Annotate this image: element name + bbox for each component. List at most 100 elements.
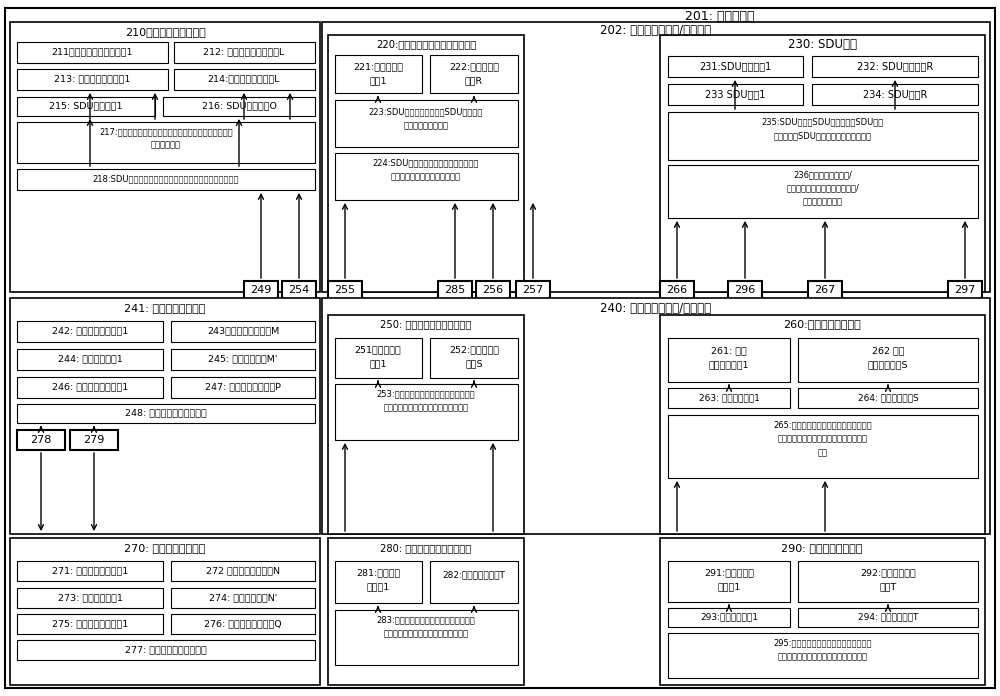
Bar [430, 338, 518, 378]
Bar [17, 169, 315, 190]
Text: 266: 266 [666, 285, 688, 295]
Text: 260:接入链路资源收费: 260:接入链路资源收费 [783, 319, 861, 329]
Text: 248: 接入链路资源分类信息: 248: 接入链路资源分类信息 [125, 409, 207, 418]
Text: 223:SDU可收费开销成分到SDU计数映射: 223:SDU可收费开销成分到SDU计数映射 [369, 107, 483, 116]
Text: 成分1: 成分1 [369, 77, 387, 86]
Text: 263: 接入链路收费1: 263: 接入链路收费1 [699, 393, 759, 402]
Bar [948, 281, 982, 300]
Text: 费因子、可收费开销成分和计数映射信息: 费因子、可收费开销成分和计数映射信息 [778, 653, 868, 661]
Bar [171, 321, 315, 342]
Text: 217:服务数据单元到接入链路资源计数和非接入链路资源: 217:服务数据单元到接入链路资源计数和非接入链路资源 [99, 127, 233, 136]
Bar [660, 315, 985, 534]
Text: 215: SDU开销成分1: 215: SDU开销成分1 [49, 102, 123, 111]
Bar [17, 614, 163, 634]
Text: 292:回程链路收费: 292:回程链路收费 [860, 569, 916, 578]
Bar [430, 561, 518, 603]
Text: 244: 传输能量计数1: 244: 传输能量计数1 [58, 354, 122, 363]
Bar [17, 377, 163, 398]
Text: 成分1: 成分1 [369, 360, 387, 368]
Bar [17, 97, 155, 116]
Bar [668, 84, 803, 105]
Text: 251可收费开销: 251可收费开销 [355, 345, 401, 354]
Text: 273: 传输能量计数1: 273: 传输能量计数1 [58, 594, 122, 603]
Text: 201: 逻辑存储器: 201: 逻辑存储器 [685, 10, 755, 22]
Text: 264: 接入链路收费S: 264: 接入链路收费S [858, 393, 918, 402]
Text: 链路收费因子1: 链路收费因子1 [709, 361, 749, 370]
Text: 297: 297 [954, 285, 976, 295]
Bar [430, 55, 518, 93]
Bar [668, 561, 790, 602]
Text: 280: 回程链路可收费开销成分: 280: 回程链路可收费开销成分 [380, 543, 472, 553]
Bar [17, 588, 163, 608]
Text: 235:SDU收费到SDU计数映射、SDU收费: 235:SDU收费到SDU计数映射、SDU收费 [762, 118, 884, 127]
Bar [438, 281, 472, 300]
Text: 296: 296 [734, 285, 756, 295]
Text: 293:回程链路收费1: 293:回程链路收费1 [700, 612, 758, 622]
Text: 278: 278 [30, 435, 52, 445]
Text: 和开销成分映射信息: 和开销成分映射信息 [404, 122, 448, 131]
Text: 246: 接入链路开销成分1: 246: 接入链路开销成分1 [52, 383, 128, 391]
Text: 230: SDU收费: 230: SDU收费 [788, 38, 856, 52]
Text: 221:可收费开销: 221:可收费开销 [353, 63, 403, 72]
Text: 291:回程链路收: 291:回程链路收 [704, 569, 754, 578]
Text: 290: 回程链路资源收费: 290: 回程链路资源收费 [781, 543, 863, 553]
Text: 275: 回程链路开销成分1: 275: 回程链路开销成分1 [52, 619, 128, 628]
Bar [174, 69, 315, 90]
Bar [328, 538, 524, 685]
Bar [335, 561, 422, 603]
Bar [668, 633, 978, 678]
Text: 265:接入链路资源收费到接入链路资源收: 265:接入链路资源收费到接入链路资源收 [774, 420, 872, 429]
Bar [17, 561, 163, 581]
Bar [516, 281, 550, 300]
Text: 243接入链路时隙计数M: 243接入链路时隙计数M [207, 326, 279, 335]
Text: 233 SDU收费1: 233 SDU收费1 [705, 89, 765, 99]
Bar [17, 640, 315, 660]
Text: 216: SDU开销成分O: 216: SDU开销成分O [202, 102, 276, 111]
Bar [171, 614, 315, 634]
Bar [798, 338, 978, 382]
Bar [282, 281, 316, 300]
Text: 224:SDU可收费开销成分到接入链路和回: 224:SDU可收费开销成分到接入链路和回 [373, 159, 479, 168]
Text: 计数映射信息: 计数映射信息 [151, 141, 181, 150]
Bar [10, 22, 320, 292]
Text: 收费因子映射信息: 收费因子映射信息 [803, 198, 843, 207]
Bar [668, 165, 978, 218]
Text: 261: 接入: 261: 接入 [711, 347, 747, 356]
Bar [163, 97, 315, 116]
Text: 249: 249 [250, 285, 272, 295]
Bar [668, 56, 803, 77]
Bar [335, 100, 518, 147]
Text: 276: 回程链路开销成分Q: 276: 回程链路开销成分Q [204, 619, 282, 628]
Text: 252:可收费开销: 252:可收费开销 [449, 345, 499, 354]
Text: 270: 回程链路资源计数: 270: 回程链路资源计数 [124, 543, 206, 553]
Text: 245: 传输能量计数M': 245: 传输能量计数M' [208, 354, 278, 363]
Text: 211：服务数据单元分类器1: 211：服务数据单元分类器1 [51, 47, 133, 56]
Text: 费因子1: 费因子1 [717, 583, 741, 592]
Text: 236服务数据单元收费/: 236服务数据单元收费/ [794, 171, 852, 180]
Text: 272 回程链路时隙计数N: 272 回程链路时隙计数N [206, 567, 280, 576]
Text: 因子T: 因子T [879, 583, 897, 592]
Bar [335, 338, 422, 378]
Text: 231:SDU收费因子1: 231:SDU收费因子1 [699, 61, 771, 71]
Bar [660, 538, 985, 685]
Text: 295:回程链路资源收费到回程链路资源收: 295:回程链路资源收费到回程链路资源收 [774, 638, 872, 647]
Text: 信息: 信息 [818, 448, 828, 457]
Text: 241: 接入链路资源计数: 241: 接入链路资源计数 [124, 303, 206, 313]
Bar [322, 22, 990, 292]
Text: 232: SDU收费因子R: 232: SDU收费因子R [857, 61, 933, 71]
Text: 218:SDU开销成分到接入链路和回程链路开销成分映射信息: 218:SDU开销成分到接入链路和回程链路开销成分映射信息 [93, 175, 239, 184]
Bar [798, 608, 978, 627]
Text: 271: 回程链路时隙计数1: 271: 回程链路时隙计数1 [52, 567, 128, 576]
Bar [668, 608, 790, 627]
Bar [322, 298, 990, 534]
Bar [17, 122, 315, 163]
Text: 210：服务数据单元计数: 210：服务数据单元计数 [125, 27, 205, 37]
Text: 链路资源计数映射和开销成分映射信息: 链路资源计数映射和开销成分映射信息 [384, 404, 468, 413]
Text: 成分R: 成分R [465, 77, 483, 86]
Bar [728, 281, 762, 300]
Bar [328, 281, 362, 300]
Bar [812, 56, 978, 77]
Text: 282:可收费开销成分T: 282:可收费开销成分T [443, 571, 505, 580]
Bar [660, 281, 694, 300]
Text: 274: 传输能量计数N': 274: 传输能量计数N' [209, 594, 277, 603]
